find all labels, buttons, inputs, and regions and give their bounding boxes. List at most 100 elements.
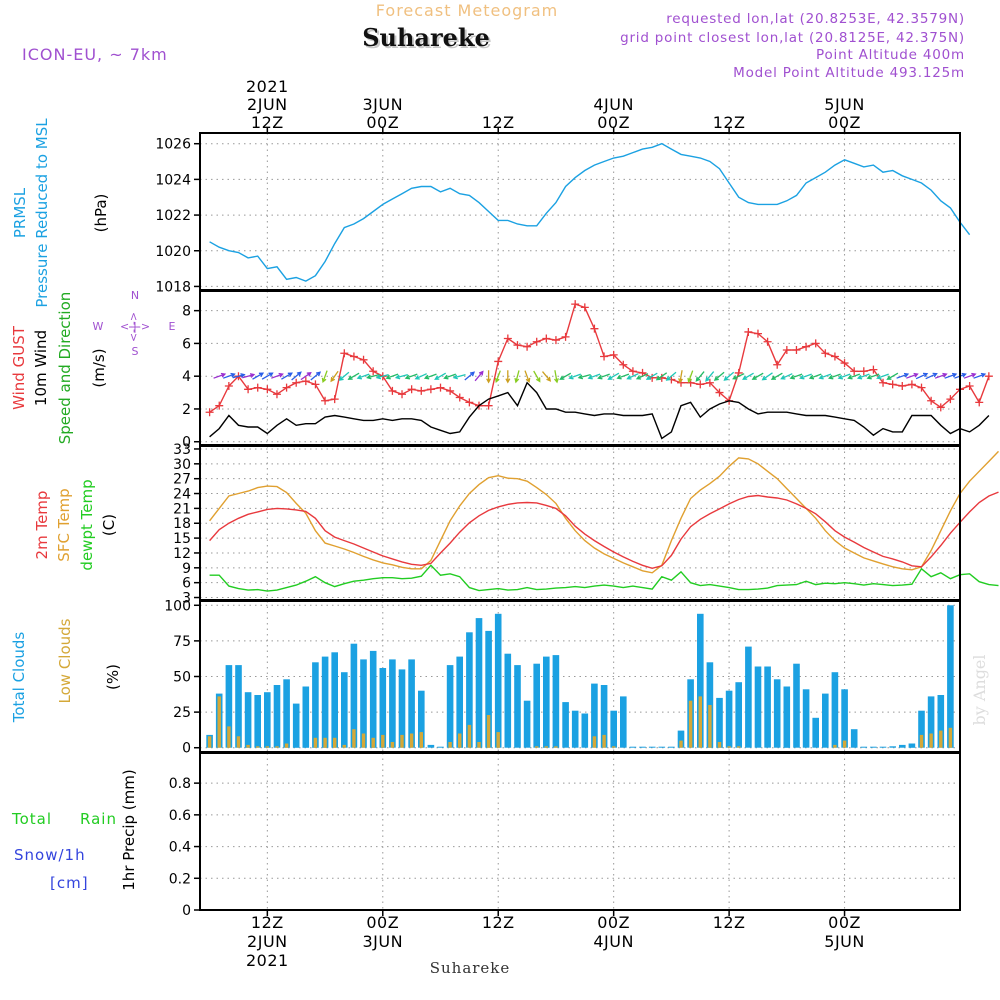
wind-direction-arrow [626, 373, 639, 380]
location-title: Suhareke [362, 23, 490, 52]
low-clouds-bar [842, 740, 847, 748]
pressure-ytick-label: 1018 [155, 279, 191, 295]
total-clouds-bar [292, 703, 300, 748]
wind-gust-label: Wind GUST [10, 325, 28, 410]
wind-direction-arrow [338, 371, 350, 381]
wind-direction-arrow [906, 372, 919, 379]
wind-ytick-label: 8 [182, 304, 191, 320]
low-clouds-bar [381, 734, 385, 748]
gust-series-line [209, 303, 990, 413]
temp-2m-series-line [209, 491, 999, 570]
total-clouds-bar [610, 710, 617, 748]
low-clouds-bar [275, 746, 279, 748]
wind-10m-label: 10m Wind [32, 330, 50, 406]
gust-point [600, 352, 609, 361]
wind-direction-arrow [281, 372, 293, 380]
gust-point [830, 352, 839, 361]
wind-direction-arrow [695, 371, 705, 382]
precip-axis-label: 1hr Precip (mm) [120, 769, 138, 890]
low-clouds-bar [342, 744, 346, 748]
wind-direction-arrow [356, 373, 370, 380]
top-time-tick-label: 2JUN [247, 95, 288, 114]
prmsl-label: PRMSL [11, 187, 29, 238]
gust-point [388, 386, 397, 395]
wind-direction-arrow [655, 372, 668, 381]
low-clouds-bar [352, 729, 356, 748]
bottom-time-tick-label: 00Z [828, 913, 861, 932]
temp-ytick-label: 33 [173, 442, 191, 458]
gust-point [927, 396, 936, 405]
clouds-panel-labels: Total Clouds Low Clouds (%) [10, 618, 122, 723]
wind-direction-arrow [818, 373, 832, 380]
dewpt-series-line [209, 564, 999, 592]
wind-direction-arrow [616, 373, 630, 380]
gust-point [763, 337, 772, 346]
gust-point [802, 342, 811, 351]
total-clouds-bar [466, 632, 473, 748]
wind-direction-arrow [607, 372, 620, 380]
wind-direction-arrow [533, 370, 541, 383]
pressure-panel: 1018 1020 1022 1024 1026 [155, 132, 971, 295]
clouds-unit: (%) [104, 664, 122, 690]
top-time-tick-label: 00Z [366, 113, 399, 132]
low-clouds-label: Low Clouds [56, 618, 74, 703]
gust-point [965, 382, 974, 391]
gust-point [455, 393, 464, 402]
pressure-unit: (hPa) [92, 194, 110, 233]
model-label: ICON-EU, ~ 7km [22, 45, 168, 64]
gust-point [417, 386, 426, 395]
total-clouds-bar [802, 689, 810, 748]
total-clouds-bar [418, 690, 425, 748]
total-clouds-bar [379, 668, 387, 748]
compass-west: W [93, 320, 104, 333]
top-time-tick-label: 4JUN [593, 95, 634, 114]
gust-point [369, 367, 378, 376]
low-clouds-bar [371, 737, 375, 748]
low-clouds-bar [727, 746, 731, 748]
total-clouds-bar [504, 653, 512, 748]
wind-direction-arrow [751, 372, 764, 380]
wind-direction-arrow [896, 372, 910, 379]
low-clouds-bar [679, 740, 683, 748]
wind-direction-arrow [837, 373, 851, 380]
low-clouds-bar [207, 736, 212, 748]
total-clouds-bar [668, 746, 675, 748]
pressure-ytick-label: 1026 [155, 137, 191, 153]
gust-point [224, 382, 233, 391]
gust-point [446, 386, 455, 395]
wind-panel-labels: Wind GUST 10m Wind Speed and Direction (… [10, 289, 176, 444]
precip-ytick-label: 0.8 [169, 776, 191, 792]
gust-point [263, 385, 272, 394]
gust-point [936, 403, 945, 412]
gust-point [811, 339, 820, 348]
total-clouds-bar [312, 662, 319, 748]
precip-total-label: Total [11, 810, 52, 828]
total-clouds-bar [533, 663, 540, 748]
low-clouds-bar [227, 726, 231, 748]
gust-point [975, 398, 984, 407]
wind-direction-arrow [514, 370, 520, 384]
wind-direction-arrow [291, 371, 302, 381]
clouds-panel: 0 25 50 75 100 [164, 598, 961, 757]
wind-direction-arrow [944, 372, 958, 379]
gust-point [792, 345, 801, 354]
total-clouds-bar [725, 690, 733, 748]
compass-north: N [131, 289, 139, 302]
wind-direction-arrow [742, 372, 754, 380]
gust-point [580, 303, 589, 312]
wind-direction-arrow [464, 371, 476, 381]
gust-point [398, 390, 407, 399]
wind-direction-arrow [385, 373, 399, 380]
total-clouds-bar [937, 695, 945, 748]
bottom-time-tick-label: 5JUN [824, 932, 865, 951]
wind-direction-arrow [780, 373, 793, 380]
chart-title: Forecast Meteogram [376, 1, 558, 20]
total-clouds-bar [456, 656, 463, 748]
total-clouds-bar [514, 665, 521, 748]
wind-direction-arrow [770, 372, 783, 380]
gust-point [879, 378, 888, 387]
low-clouds-bar [256, 746, 260, 748]
temp-ytick-label: 21 [173, 501, 191, 517]
gust-point [311, 380, 320, 389]
compass-south: S [132, 345, 139, 358]
